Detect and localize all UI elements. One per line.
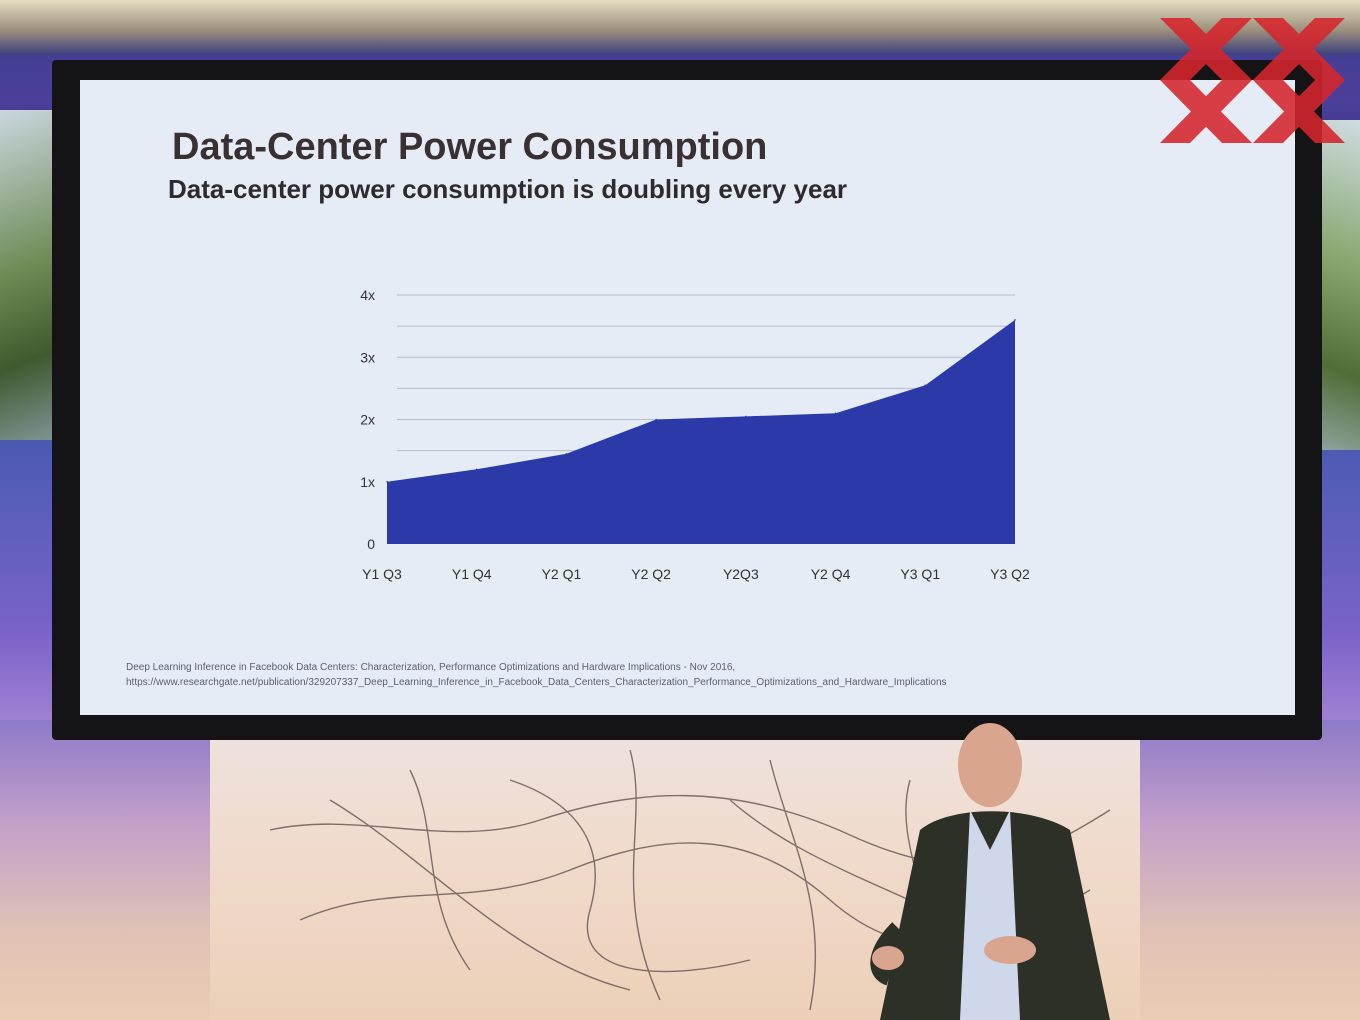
data-point-6 bbox=[924, 384, 927, 387]
data-point-0 bbox=[386, 480, 388, 483]
data-point-3 bbox=[655, 418, 657, 421]
area-series bbox=[386, 319, 1016, 544]
footnote-citation: Deep Learning Inference in Facebook Data… bbox=[126, 662, 736, 673]
x-tick-label: Y2Q3 bbox=[723, 566, 759, 582]
y-tick-label: 4x bbox=[360, 287, 375, 303]
data-point-2 bbox=[565, 452, 568, 455]
x-tick-label: Y3 Q2 bbox=[990, 566, 1030, 582]
x-tick-label: Y3 Q1 bbox=[900, 566, 940, 582]
data-point-5 bbox=[834, 412, 837, 415]
x-axis-ticks: Y1 Q3 Y1 Q4 Y2 Q1 Y2 Q2 Y2Q3 Y2 Q4 Y3 Q1 Y3 Q2 bbox=[362, 566, 1030, 582]
data-point-4 bbox=[745, 415, 747, 418]
hardwareluxx-logo bbox=[1160, 18, 1345, 143]
source-footnote: Deep Learning Inference in Facebook Data… bbox=[126, 660, 947, 690]
slide-title: Data-Center Power Consumption bbox=[172, 126, 768, 168]
y-axis-ticks: 0 1x 2x 3x 4x bbox=[360, 287, 375, 552]
area-series-fill bbox=[387, 319, 1015, 544]
presenter-figure bbox=[870, 723, 1110, 1020]
y-tick-label: 3x bbox=[360, 349, 375, 365]
x-tick-label: Y2 Q1 bbox=[542, 566, 582, 582]
y-tick-label: 2x bbox=[360, 412, 375, 428]
x-tick-label: Y2 Q4 bbox=[811, 566, 851, 582]
ceiling bbox=[0, 0, 1360, 55]
y-tick-label: 0 bbox=[367, 536, 375, 552]
data-point-7 bbox=[1014, 319, 1016, 321]
data-point-1 bbox=[475, 468, 478, 471]
x-tick-label: Y1 Q4 bbox=[452, 566, 492, 582]
slide-subtitle: Data-center power consumption is doublin… bbox=[168, 174, 848, 204]
slide: Data-Center Power Consumption Data-cente… bbox=[80, 80, 1295, 715]
y-tick-label: 1x bbox=[360, 474, 375, 490]
x-tick-label: Y1 Q3 bbox=[362, 566, 402, 582]
x-tick-label: Y2 Q2 bbox=[631, 566, 671, 582]
footnote-url: https://www.researchgate.net/publication… bbox=[126, 677, 947, 688]
